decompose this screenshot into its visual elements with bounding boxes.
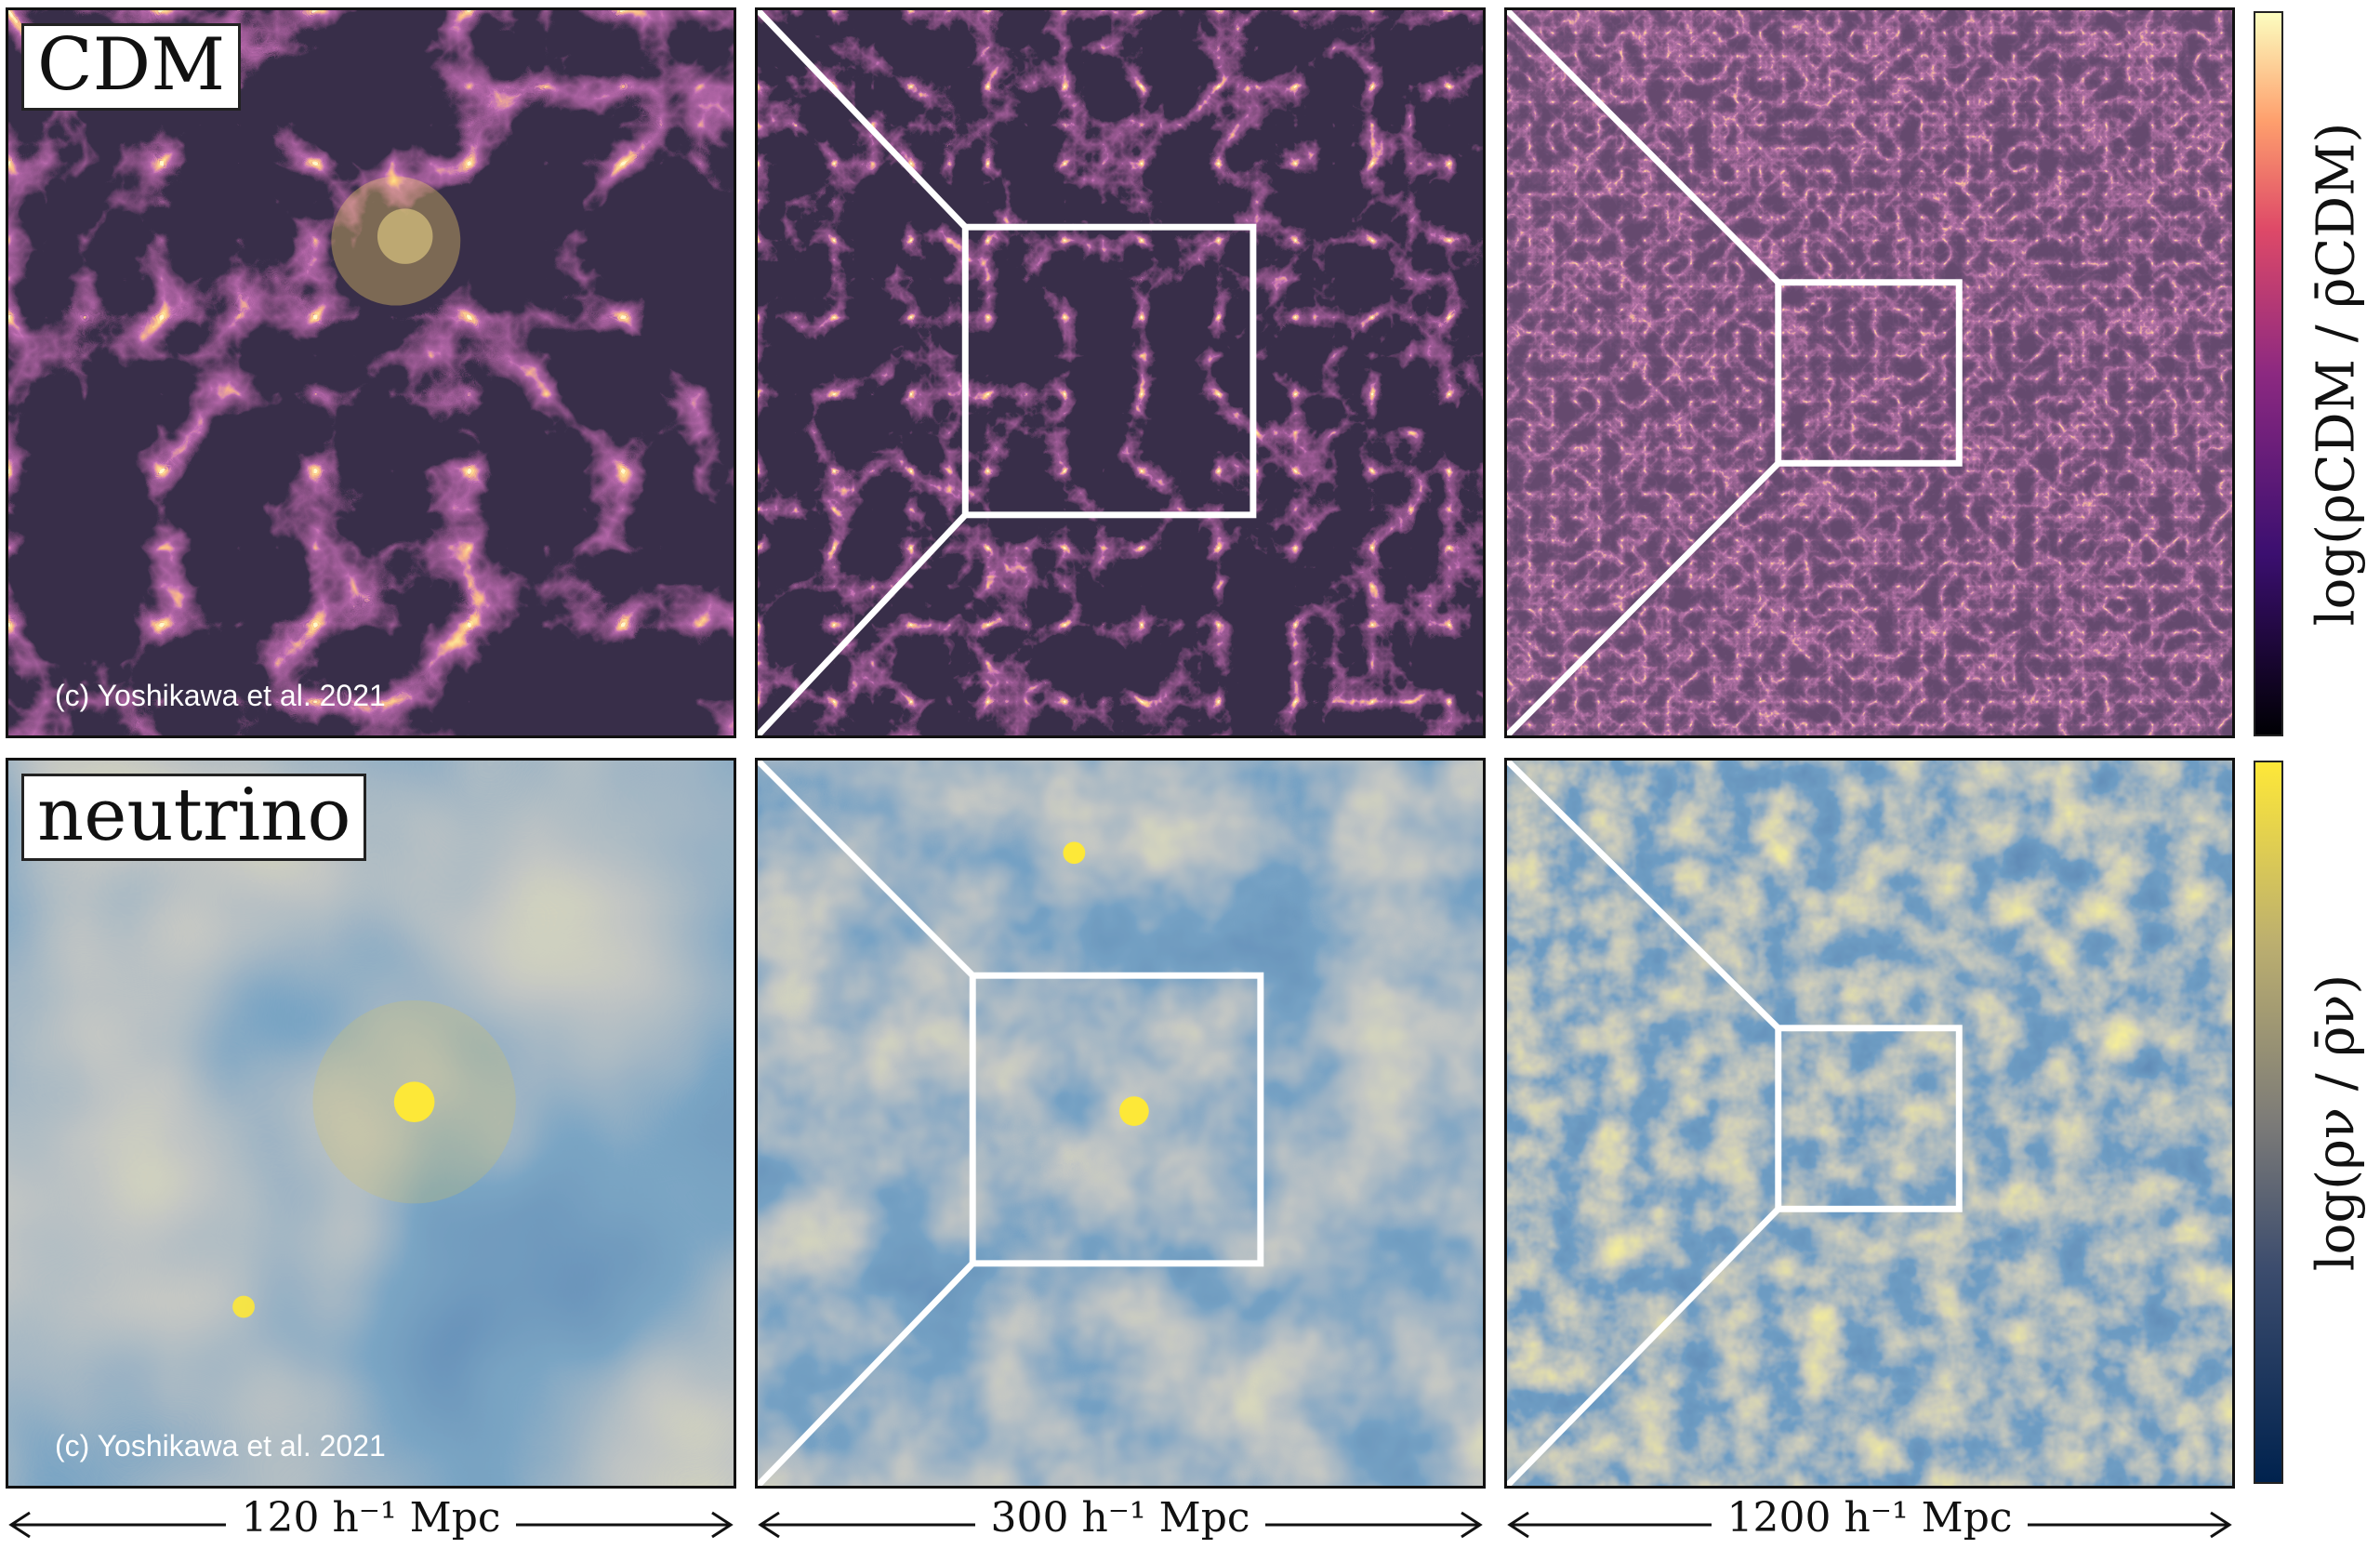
neutrino-colorbar bbox=[2254, 761, 2283, 1484]
cdm-density-image bbox=[1507, 10, 2232, 735]
neutrino-panel-1200 bbox=[1504, 758, 2235, 1489]
cdm-panel-120: CDM (c) Yoshikawa et al. 2021 bbox=[6, 7, 736, 738]
scale-label-1200: 1200 h⁻¹ Mpc bbox=[1712, 1494, 2028, 1542]
cdm-panel-300 bbox=[755, 7, 1486, 738]
cdm-label: CDM bbox=[21, 23, 242, 111]
neutrino-label: neutrino bbox=[21, 774, 367, 861]
cdm-density-image bbox=[758, 10, 1483, 735]
neutrino-density-image bbox=[1507, 761, 2232, 1486]
neutrino-colorbar-label-wrap: log(ρν / ρ̄ν) bbox=[2296, 761, 2376, 1484]
cdm-panel-1200 bbox=[1504, 7, 2235, 738]
neutrino-density-image bbox=[758, 761, 1483, 1486]
cdm-density-image bbox=[8, 10, 734, 735]
neutrino-panel-120: neutrino (c) Yoshikawa et al. 2021 bbox=[6, 758, 736, 1489]
scale-bar-300: 300 h⁻¹ Mpc bbox=[755, 1492, 1486, 1557]
scale-bar-1200: 1200 h⁻¹ Mpc bbox=[1504, 1492, 2235, 1557]
cdm-colorbar bbox=[2254, 11, 2283, 736]
cdm-colorbar-label: log(ρCDM / ρ̄CDM) bbox=[2306, 122, 2367, 626]
credit-text: (c) Yoshikawa et al. 2021 bbox=[55, 679, 386, 712]
scale-label-300: 300 h⁻¹ Mpc bbox=[975, 1494, 1265, 1542]
neutrino-colorbar-label: log(ρν / ρ̄ν) bbox=[2306, 973, 2367, 1271]
neutrino-panel-300 bbox=[755, 758, 1486, 1489]
scale-label-120: 120 h⁻¹ Mpc bbox=[226, 1494, 516, 1542]
cdm-colorbar-label-wrap: log(ρCDM / ρ̄CDM) bbox=[2296, 11, 2376, 736]
scale-bar-120: 120 h⁻¹ Mpc bbox=[6, 1492, 736, 1557]
credit-text: (c) Yoshikawa et al. 2021 bbox=[55, 1429, 386, 1463]
neutrino-density-image bbox=[8, 761, 734, 1486]
